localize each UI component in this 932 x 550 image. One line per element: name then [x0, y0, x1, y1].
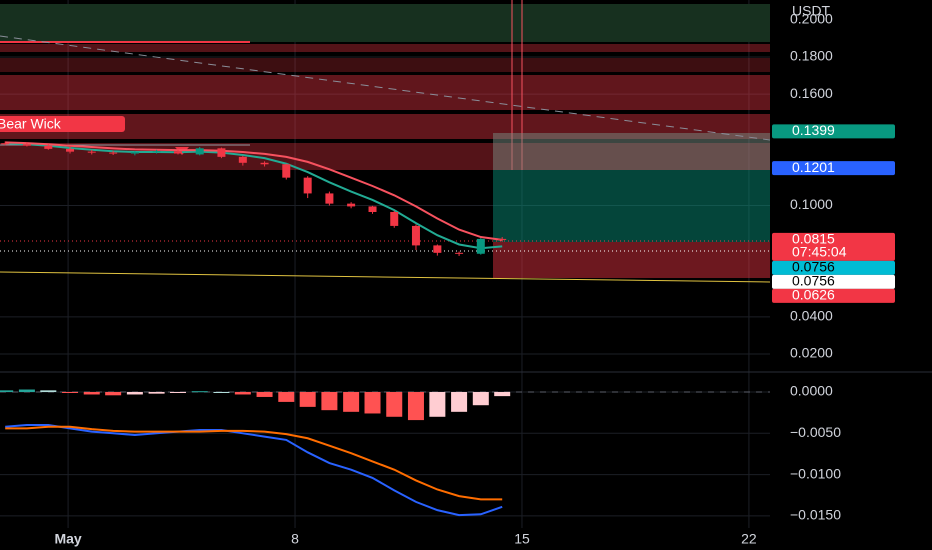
y-tick-label: −0.0100	[790, 465, 841, 481]
indicator-line	[5, 141, 503, 241]
countdown: 07:45:04	[792, 244, 847, 260]
price-label-box	[772, 288, 895, 303]
indicator-line	[5, 425, 503, 501]
candle-body	[217, 148, 226, 157]
candle-body	[87, 151, 96, 153]
histogram-bar	[451, 391, 468, 412]
candle-body	[498, 238, 507, 240]
loss-zone	[493, 242, 770, 278]
price-label: 0.0626	[792, 287, 835, 303]
histogram-bar	[256, 391, 273, 397]
price-label-box	[772, 260, 895, 275]
annotation: Bear Wick	[0, 116, 62, 132]
x-tick-label: 8	[291, 531, 299, 547]
candle-body	[238, 156, 247, 163]
candle-body	[22, 144, 31, 146]
y-tick-label: 0.1000	[790, 196, 833, 212]
histogram-bar	[83, 391, 100, 395]
candle-body	[476, 238, 485, 254]
histogram-bar	[213, 391, 230, 393]
histogram-bar	[18, 389, 35, 392]
y-tick-label: 0.1800	[790, 48, 833, 64]
indicator-line	[5, 142, 503, 250]
candle-body	[347, 203, 356, 207]
x-tick-label: May	[54, 531, 81, 547]
price-label: 0.1201	[792, 159, 835, 175]
candle-body	[368, 206, 377, 212]
price-label-box	[772, 124, 895, 139]
candle-body	[173, 151, 182, 154]
marks: 0.0200 0.0400 0.1000 0.1600 0.1800 0.2000 0.13…	[0, 11, 895, 547]
histogram-bar	[321, 391, 338, 411]
price-label: 0.0756	[792, 273, 835, 289]
histogram-bar	[126, 391, 143, 395]
histogram-bar	[407, 391, 424, 421]
y-tick-label: −0.0050	[790, 424, 841, 440]
candle-body	[282, 164, 291, 178]
target-zone	[493, 133, 770, 170]
annotation-box	[0, 116, 125, 132]
y-tick-label: 0.0200	[790, 345, 833, 361]
resistance-zone	[0, 58, 770, 72]
histogram-bar	[386, 391, 403, 417]
candle-body	[195, 148, 204, 155]
histogram-bar	[234, 391, 251, 395]
histogram-bar	[299, 391, 316, 407]
x-tick-label: 22	[741, 531, 757, 547]
price-label-box	[772, 274, 895, 289]
price-label: 0.0815	[792, 231, 835, 247]
candle-body	[44, 145, 53, 149]
histogram-bar	[472, 391, 489, 406]
y-tick-label: −0.0150	[790, 507, 841, 523]
y-tick-label: 0.1600	[790, 85, 833, 101]
candle-body	[66, 148, 75, 152]
y-tick-label: 0.0400	[790, 308, 833, 324]
candle-body	[109, 152, 118, 154]
candle-body	[152, 151, 161, 153]
histogram-bar	[148, 391, 165, 394]
price-label-box	[772, 232, 895, 261]
unit-label: USDT	[792, 3, 831, 19]
price-label-box	[772, 161, 895, 176]
candle-body	[130, 152, 139, 154]
histogram-bar	[62, 391, 79, 393]
histogram-bar	[278, 391, 295, 402]
indicator-line	[5, 424, 503, 517]
candle-body	[455, 252, 464, 254]
trend-line	[0, 35, 771, 141]
y-tick-label: 0.2000	[790, 11, 833, 27]
profit-zone	[493, 170, 770, 242]
histogram-bar	[364, 391, 381, 414]
candle-body	[1, 143, 10, 145]
histogram-bar	[169, 391, 186, 393]
supply-zone-green	[0, 4, 770, 42]
x-tick-label: 15	[514, 531, 530, 547]
zones: Bear Wick USDT	[0, 0, 932, 393]
histogram-bar	[343, 391, 360, 412]
resistance-zone	[0, 44, 770, 52]
histogram-bar	[40, 390, 57, 392]
candle-body	[303, 177, 312, 194]
y-tick-label: 0.0000	[790, 383, 833, 399]
histogram-bar	[0, 390, 14, 392]
support-line	[0, 271, 771, 283]
histogram-bar	[105, 391, 122, 396]
candle-body	[433, 245, 442, 253]
histogram-bar	[429, 391, 446, 417]
histogram-bar	[191, 391, 208, 393]
candle-body	[260, 162, 269, 165]
candle-body	[390, 211, 399, 226]
price-label: 0.0756	[792, 259, 835, 275]
price-label: 0.1399	[792, 122, 835, 138]
histogram-bar	[494, 391, 511, 397]
candle-body	[325, 193, 334, 204]
candle-body	[411, 225, 420, 246]
resistance-zone	[0, 75, 770, 110]
